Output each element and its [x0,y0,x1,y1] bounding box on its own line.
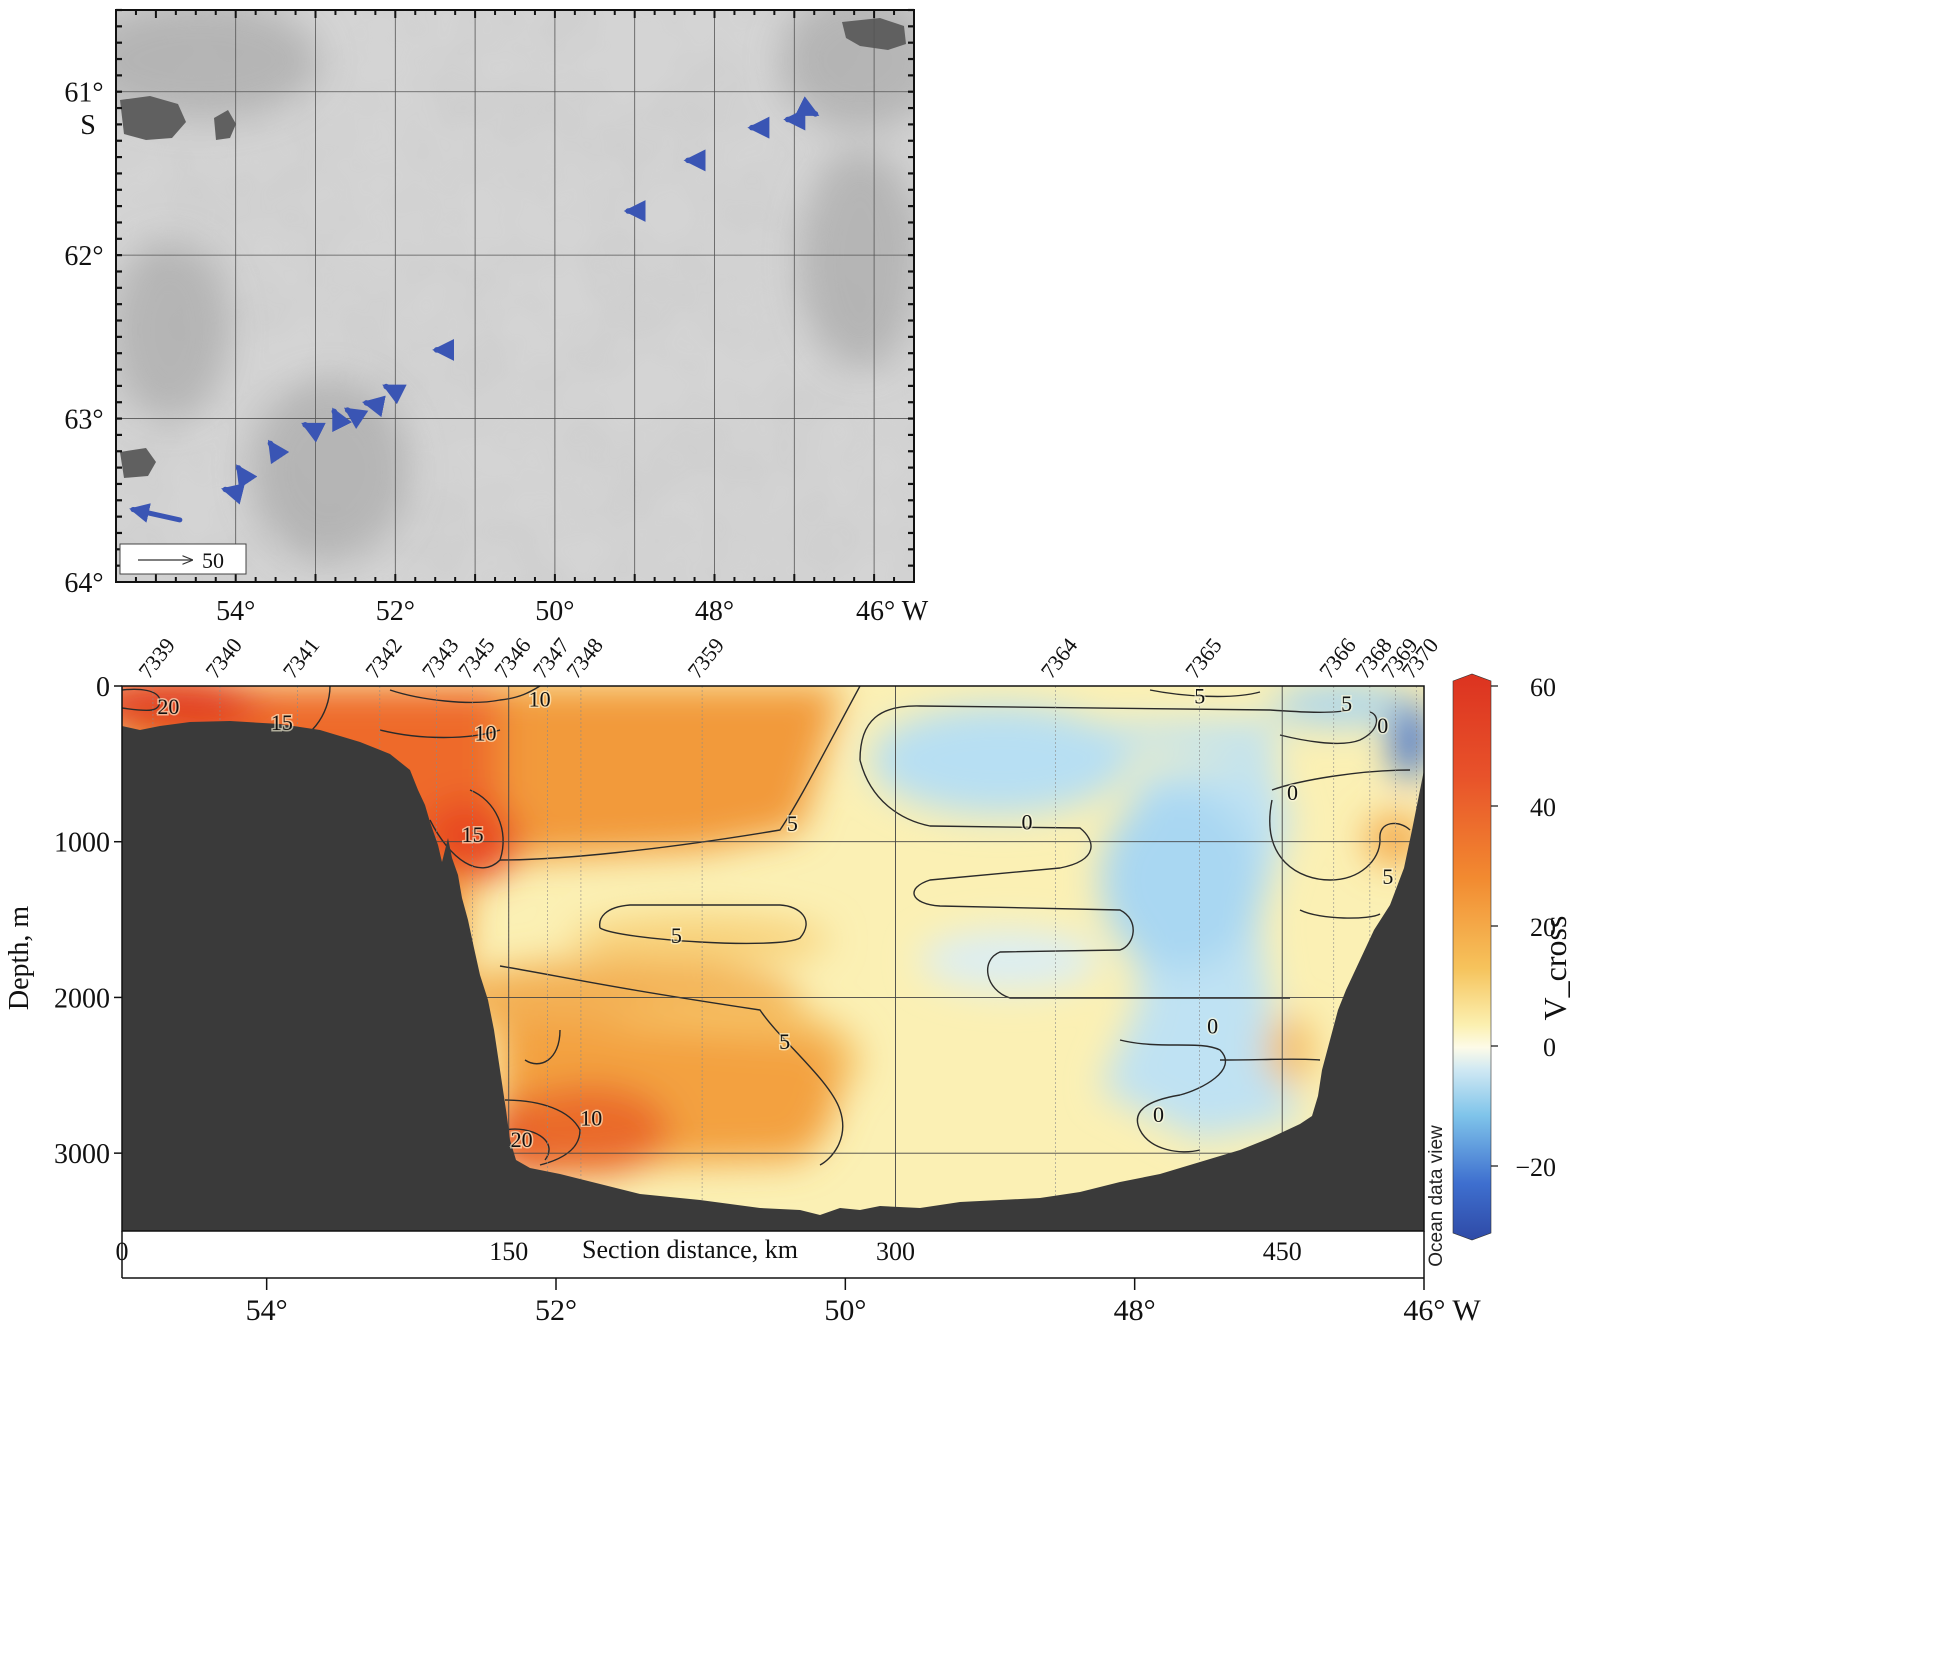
longitude-tick-label: 46° W [856,596,929,627]
latitude-tick-label: 63° [64,405,103,436]
contour-label: 0 [1377,713,1388,738]
x-axis-title-background [555,1234,825,1264]
latitude-tick-label: 64° [64,568,103,599]
station-label: 7345 [453,633,500,683]
contour-label: 20 [157,694,179,719]
contour-label: 10 [529,686,551,711]
current-vector [794,96,820,117]
longitude-tick-label: 48° [695,596,734,627]
contour-label: 0 [1021,809,1032,834]
colorbar: 60 40 20 0 −20 V_cross Ocean data view [1426,673,1573,1267]
current-vector [301,422,326,443]
distance-tick-label: 0 [116,1237,129,1266]
station-label: 7359 [682,633,729,683]
colorbar-tick-label: 40 [1530,793,1556,822]
longitude-tick-label: 48° [1114,1294,1156,1327]
section-frame [121,685,1425,1232]
contour-label: 20 [511,1127,533,1152]
station-label: 7346 [489,633,536,683]
longitude-axis: 54° 52° 50° 48° 46° W [246,1278,1481,1327]
colorbar-ramp [1452,673,1492,1241]
longitude-tick-label: 54° [246,1294,288,1327]
station-label: 7340 [200,633,247,683]
current-vector [331,407,352,433]
latitude-labels: 61° 62° 63° 64° [64,78,103,599]
bathymetry-map: 61° 62° 63° 64° S 54° 52° 50° 48° 46° W 50 [64,8,929,627]
current-vector [343,407,369,430]
longitude-tick-label: 50° [824,1294,866,1327]
contour-label: 5 [1194,683,1205,708]
contour-label: 10 [475,721,497,746]
distance-tick-label: 300 [876,1237,915,1266]
current-vector [382,383,407,405]
contour-label: 10 [580,1105,602,1130]
colorbar-ticks: 60 40 20 0 −20 [1491,673,1556,1182]
contour-label: 15 [462,822,484,847]
shallow-areas [116,10,914,560]
distance-tick-label: 150 [489,1237,528,1266]
depth-axis: 0 1000 2000 3000 [54,672,122,1170]
watermark-text: Ocean data view [1426,1125,1447,1267]
latitude-tick-label: 61° [64,78,103,109]
depth-tick-label: 0 [96,672,110,703]
contour-label: 5 [671,923,682,948]
station-label: 7364 [1036,633,1083,683]
contour-label: 5 [1382,864,1393,889]
contour-label: 5 [779,1029,790,1054]
station-label: 7342 [360,633,407,683]
y-axis-title: Depth, m [4,906,35,1010]
depth-tick-label: 1000 [54,828,110,859]
current-vector [267,439,290,465]
depth-tick-label: 2000 [54,983,110,1014]
longitude-tick-label: 54° [216,596,255,627]
longitude-tick-label: 52° [376,596,415,627]
station-label: 7343 [417,633,464,683]
scale-legend: 50 [119,543,247,575]
station-label: 7341 [278,633,325,683]
current-vector [235,464,258,489]
current-vector [129,503,183,523]
map-frame-ticks [115,8,915,582]
current-vector [362,395,386,418]
station-label: 7366 [1314,633,1361,683]
contour-label: 0 [1207,1013,1218,1038]
colorbar-tick-label: −20 [1515,1153,1556,1182]
colorbar-title: V_cross [1537,916,1573,1021]
contour-label: 0 [1287,780,1298,805]
seabed-topography [122,721,1424,1231]
distance-axis: 0 150 300 450 [116,1237,1302,1266]
current-vectors [129,96,820,523]
station-label: 7339 [133,633,180,683]
longitude-labels: 54° 52° 50° 48° 46° W [216,596,929,627]
contour-label: 5 [787,811,798,836]
longitude-tick-label: 46° W [1403,1294,1481,1327]
longitude-tick-label: 52° [535,1294,577,1327]
longitude-tick-label: 50° [535,596,574,627]
colorbar-tick-label: 0 [1543,1033,1556,1062]
scale-label: 50 [202,548,224,573]
station-label: 7365 [1180,633,1227,683]
depth-tick-label: 3000 [54,1139,110,1170]
latitude-hemisphere: S [80,110,96,141]
x-axis-title: Section distance, km [582,1235,798,1264]
colorbar-tick-label: 20 [1530,913,1556,942]
contour-lines [122,686,1411,1166]
station-label: 7347 [528,633,575,683]
contour-label: 5 [1341,691,1352,716]
current-vector [221,483,246,505]
latitude-tick-label: 62° [64,241,103,272]
colorbar-tick-label: 60 [1530,673,1556,702]
contour-label: 15 [271,710,293,735]
distance-tick-label: 450 [1263,1237,1302,1266]
station-label: 7348 [561,633,608,683]
contour-label: 0 [1153,1102,1164,1127]
